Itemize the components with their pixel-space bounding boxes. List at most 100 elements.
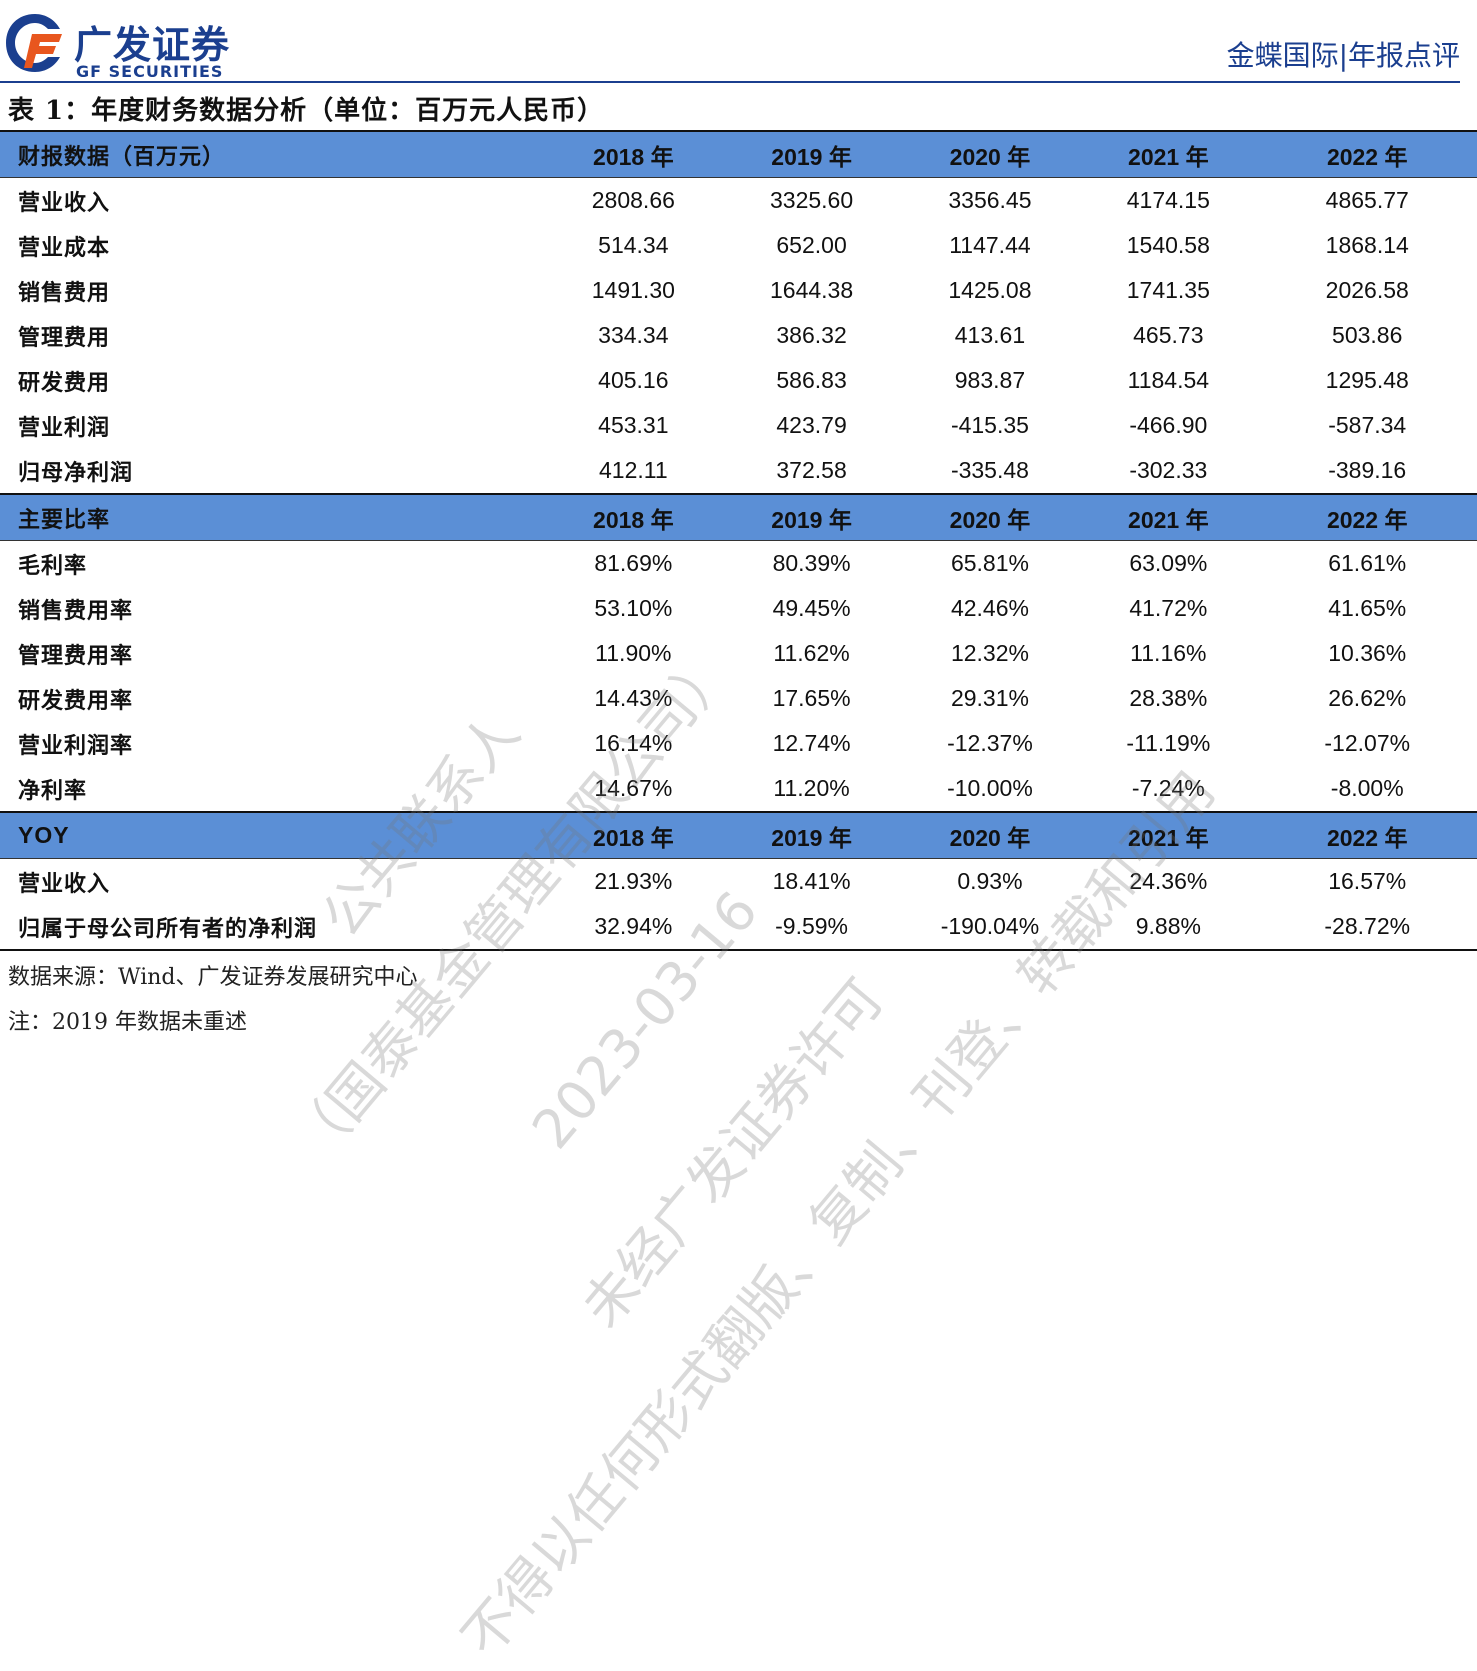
cell-value: 1644.38: [770, 277, 854, 303]
data-source-note: 数据来源：Wind、广发证券发展研究中心: [8, 965, 418, 990]
year-header: 2020 年: [900, 130, 1080, 178]
financial-data-table: 财报数据（百万元） 2018 年 2019 年 2020 年 2021 年 2022 年营…: [0, 130, 1477, 951]
cell-value: 465.73: [1133, 322, 1204, 348]
cell-value: 42.46%: [950, 595, 1029, 621]
cell-value: 4174.15: [1126, 187, 1210, 213]
cell-value: 41.72%: [1129, 595, 1208, 621]
cell-value: 4865.77: [1325, 187, 1409, 213]
cell-value: 26.62%: [1328, 685, 1407, 711]
row-label: 管理费用率: [18, 642, 134, 669]
cell-value: 423.79: [776, 412, 847, 438]
table-row: 毛利率 81.69% 80.39% 65.81% 63.09% 61.61%: [0, 541, 1477, 587]
section-header-row: YOY 2018 年 2019 年 2020 年 2021 年 2022 年: [0, 811, 1477, 859]
page-header: 广发证券 GF SECURITIES 金蝶国际|年报点评: [0, 0, 1460, 84]
year-header: 2021 年: [1079, 493, 1258, 541]
cell-value: -11.19%: [1126, 730, 1211, 756]
year-header: 2019 年: [722, 130, 901, 178]
year-header: 2022 年: [1257, 493, 1477, 541]
cell-value: 11.62%: [773, 640, 850, 666]
cell-value: 1741.35: [1126, 277, 1210, 303]
year-header: 2018 年: [544, 811, 723, 859]
cell-value: 1868.14: [1325, 232, 1409, 258]
year-header: 2022 年: [1257, 130, 1477, 178]
section-header-row: 财报数据（百万元） 2018 年 2019 年 2020 年 2021 年 2022 年: [0, 130, 1477, 178]
row-label: 毛利率: [18, 552, 88, 579]
row-label: 归母净利润: [18, 459, 134, 486]
cell-value: 3356.45: [948, 187, 1032, 213]
cell-value: 10.36%: [1328, 640, 1407, 666]
section-header-label: YOY: [0, 811, 545, 859]
table-body: 财报数据（百万元） 2018 年 2019 年 2020 年 2021 年 2022 年营…: [0, 130, 1477, 951]
cell-value: 17.65%: [772, 685, 851, 711]
table-row: 归母净利润 412.11 372.58 -335.48 -302.33 -389.16: [0, 448, 1477, 494]
cell-value: 983.87: [954, 367, 1026, 393]
cell-value: 334.34: [598, 322, 669, 348]
cell-value: 28.38%: [1129, 685, 1208, 711]
cell-value: 586.83: [776, 367, 847, 393]
cell-value: 1425.08: [948, 277, 1032, 303]
table-row: 净利率 14.67% 11.20% -10.00% -7.24% -8.00%: [0, 766, 1477, 812]
cell-value: -8.00%: [1330, 775, 1404, 801]
year-header: 2021 年: [1079, 130, 1258, 178]
cell-value: 0.93%: [957, 868, 1023, 894]
year-header: 2020 年: [900, 811, 1080, 859]
cell-value: -190.04%: [900, 904, 1080, 951]
row-label: 营业收入: [18, 870, 111, 897]
restatement-note: 注：2019 年数据未重述: [8, 1010, 247, 1035]
cell-value: 2026.58: [1325, 277, 1409, 303]
cell-value: 63.09%: [1129, 550, 1208, 576]
cell-value: 12.32%: [950, 640, 1029, 666]
cell-value: -335.48: [950, 457, 1029, 483]
year-header: 2018 年: [544, 130, 723, 178]
cell-value: 24.36%: [1129, 868, 1208, 894]
cell-value: 81.69%: [594, 550, 673, 576]
row-label: 研发费用率: [18, 687, 134, 714]
cell-value: 32.94%: [544, 904, 723, 951]
table-row: 销售费用率 53.10% 49.45% 42.46% 41.72% 41.65%: [0, 586, 1477, 631]
cell-value: 372.58: [776, 457, 847, 483]
cell-value: 11.16%: [1130, 640, 1207, 666]
cell-value: 412.11: [599, 457, 668, 483]
cell-value: 3325.60: [770, 187, 854, 213]
cell-value: 49.45%: [772, 595, 851, 621]
row-label: 销售费用: [18, 279, 111, 306]
gf-logo-mark-icon: [6, 14, 62, 72]
cell-value: 1491.30: [591, 277, 675, 303]
section-header-row: 主要比率 2018 年 2019 年 2020 年 2021 年 2022 年: [0, 493, 1477, 541]
cell-value: 1295.48: [1325, 367, 1409, 393]
row-label: 净利率: [18, 777, 88, 804]
cell-value: 9.88%: [1079, 904, 1258, 951]
cell-value: 41.65%: [1328, 595, 1407, 621]
section-header-label: 财报数据（百万元）: [0, 130, 545, 178]
cell-value: 61.61%: [1328, 550, 1407, 576]
table-row: 营业收入 21.93% 18.41% 0.93% 24.36% 16.57%: [0, 859, 1477, 905]
cell-value: 1184.54: [1127, 367, 1210, 393]
cell-value: 2808.66: [591, 187, 675, 213]
table-row: 营业利润率 16.14% 12.74% -12.37% -11.19% -12.07%: [0, 721, 1477, 766]
table-row: 研发费用率 14.43% 17.65% 29.31% 28.38% 26.62%: [0, 676, 1477, 721]
cell-value: 11.20%: [773, 775, 850, 801]
row-label: 归属于母公司所有者的净利润: [0, 904, 545, 951]
cell-value: 12.74%: [772, 730, 851, 756]
cell-value: -10.00%: [947, 775, 1033, 801]
table-row: 销售费用 1491.30 1644.38 1425.08 1741.35 2026.58: [0, 268, 1477, 313]
year-header: 2021 年: [1079, 811, 1258, 859]
year-header: 2018 年: [544, 493, 723, 541]
report-label: 金蝶国际|年报点评: [1226, 39, 1460, 72]
row-label: 管理费用: [18, 324, 111, 351]
cell-value: 16.14%: [594, 730, 673, 756]
cell-value: -466.90: [1129, 412, 1208, 438]
cell-value: 29.31%: [950, 685, 1029, 711]
cell-value: 1147.44: [949, 232, 1031, 258]
cell-value: -302.33: [1129, 457, 1208, 483]
cell-value: 503.86: [1332, 322, 1403, 348]
cell-value: -9.59%: [722, 904, 901, 951]
table-title: 表 1：年度财务数据分析（单位：百万元人民币）: [8, 96, 605, 126]
cell-value: -7.24%: [1131, 775, 1205, 801]
cell-value: -415.35: [950, 412, 1029, 438]
cell-value: 11.90%: [595, 640, 672, 666]
cell-value: -12.37%: [947, 730, 1033, 756]
table-row: 营业收入 2808.66 3325.60 3356.45 4174.15 4865.77: [0, 178, 1477, 224]
row-label: 销售费用率: [18, 597, 134, 624]
row-label: 营业收入: [18, 189, 111, 216]
